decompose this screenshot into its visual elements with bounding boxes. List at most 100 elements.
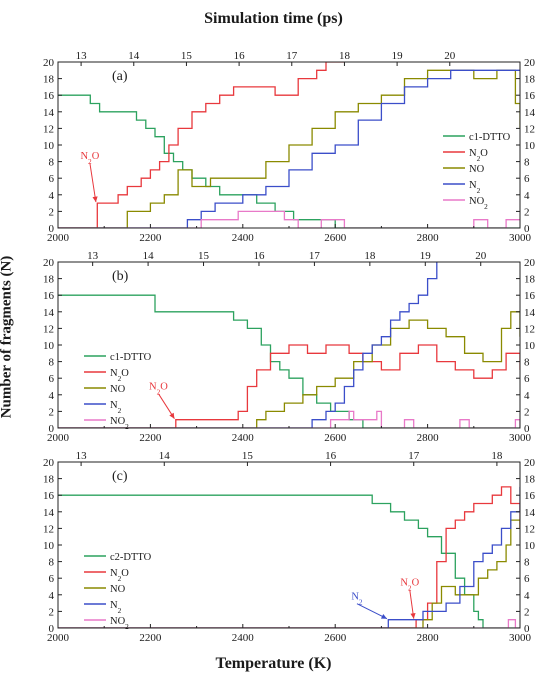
- y-tick-label-right: 18: [524, 474, 536, 486]
- top-tick-label: 14: [128, 50, 140, 62]
- annotation: N2: [351, 592, 388, 620]
- legend-label: c1-DTTO: [110, 352, 152, 363]
- annotation-arrow: [89, 163, 97, 203]
- y-tick-label-left: 8: [49, 357, 55, 369]
- panel-label: (c): [112, 469, 128, 484]
- x-tick-label: 2000: [47, 632, 70, 644]
- y-tick-label-right: 2: [524, 606, 530, 618]
- top-tick-label: 17: [286, 50, 298, 62]
- x-tick-label: 2400: [232, 632, 255, 644]
- x-tick-label: 2600: [324, 632, 347, 644]
- y-tick-label-right: 10: [524, 540, 536, 552]
- top-tick-label: 13: [87, 250, 99, 262]
- y-tick-label-right: 16: [524, 490, 536, 502]
- y-tick-label-right: 0: [524, 423, 530, 435]
- y-tick-label-left: 14: [43, 507, 55, 519]
- y-tick-label-right: 12: [524, 323, 535, 335]
- y-tick-label-right: 8: [524, 557, 530, 569]
- y-tick-label-left: 16: [43, 290, 55, 302]
- y-tick-label-left: 18: [43, 274, 55, 286]
- y-tick-label-right: 10: [524, 340, 536, 352]
- y-tick-label-left: 18: [43, 474, 55, 486]
- x-tick-label: 2200: [139, 632, 162, 644]
- y-tick-label-left: 10: [43, 140, 55, 152]
- y-tick-label-left: 8: [49, 157, 55, 169]
- legend-label: c1-DTTO: [469, 132, 511, 143]
- y-tick-label-left: 0: [49, 223, 55, 235]
- legend-label: NO2: [469, 196, 488, 211]
- x-tick-label: 2800: [417, 632, 440, 644]
- x-tick-label: 2400: [232, 432, 255, 444]
- y-tick-label-left: 12: [43, 123, 54, 135]
- top-tick-label: 20: [475, 250, 487, 262]
- legend-label: N2O: [110, 368, 129, 383]
- x-tick-label: 2000: [47, 432, 70, 444]
- series-line-c1-dtto: [58, 294, 520, 428]
- top-tick-label: 16: [234, 50, 246, 62]
- top-tick-label: 15: [198, 250, 210, 262]
- y-tick-label-right: 0: [524, 623, 530, 635]
- y-tick-label-right: 20: [524, 457, 536, 469]
- top-tick-label: 17: [408, 450, 420, 462]
- y-tick-label-left: 16: [43, 490, 55, 502]
- y-tick-label-right: 0: [524, 223, 530, 235]
- legend-label: NO2: [110, 416, 129, 431]
- annotation: N2O: [400, 578, 420, 619]
- top-tick-label: 15: [181, 50, 193, 62]
- y-tick-label-left: 20: [43, 457, 55, 469]
- annotation-arrowhead: [92, 196, 98, 203]
- series-group: [58, 486, 520, 628]
- legend-label: N2: [469, 180, 481, 195]
- top-tick-label: 16: [253, 250, 265, 262]
- annotation: N2O: [149, 382, 175, 419]
- y-tick-label-right: 6: [524, 573, 530, 585]
- series-line-no: [58, 519, 520, 628]
- x-tick-label: 2000: [47, 232, 70, 244]
- y-tick-label-right: 16: [524, 90, 536, 102]
- y-tick-label-right: 8: [524, 157, 530, 169]
- y-tick-label-right: 20: [524, 257, 536, 269]
- y-tick-label-right: 2: [524, 206, 530, 218]
- legend-label: N2: [110, 600, 122, 615]
- x-tick-label: 2600: [324, 432, 347, 444]
- y-tick-label-left: 6: [49, 173, 55, 185]
- x-tick-label: 3000: [509, 432, 532, 444]
- top-tick-label: 20: [444, 50, 456, 62]
- legend-label: NO: [110, 584, 126, 595]
- legend-label: N2O: [469, 148, 488, 163]
- y-tick-label-left: 6: [49, 573, 55, 585]
- top-tick-label: 15: [242, 450, 254, 462]
- y-tick-label-left: 6: [49, 373, 55, 385]
- annotation-label: N2: [351, 592, 363, 607]
- top-tick-label: 13: [76, 450, 88, 462]
- y-tick-label-right: 8: [524, 357, 530, 369]
- top-tick-label: 18: [364, 250, 376, 262]
- series-line-n2o: [58, 344, 520, 428]
- legend-label: NO2: [110, 616, 129, 631]
- x-tick-label: 2200: [139, 232, 162, 244]
- x-tick-label: 2600: [324, 232, 347, 244]
- y-tick-label-left: 12: [43, 323, 54, 335]
- top-tick-label: 19: [420, 250, 432, 262]
- y-tick-label-right: 2: [524, 406, 530, 418]
- series-line-n2: [58, 262, 438, 428]
- annotation-arrow: [356, 603, 388, 620]
- y-tick-label-left: 20: [43, 57, 55, 69]
- top-tick-label: 17: [309, 250, 321, 262]
- panel-label: (b): [112, 269, 129, 284]
- y-tick-label-left: 14: [43, 307, 55, 319]
- y-tick-label-left: 14: [43, 107, 55, 119]
- y-tick-label-right: 18: [524, 74, 536, 86]
- y-tick-label-left: 20: [43, 257, 55, 269]
- top-tick-label: 14: [143, 250, 155, 262]
- y-tick-label-right: 4: [524, 390, 530, 402]
- y-tick-label-left: 4: [49, 590, 55, 602]
- top-tick-label: 16: [325, 450, 337, 462]
- top-tick-label: 13: [76, 50, 88, 62]
- series-line-no2: [58, 619, 520, 628]
- top-axis-title: Simulation time (ps): [204, 10, 343, 27]
